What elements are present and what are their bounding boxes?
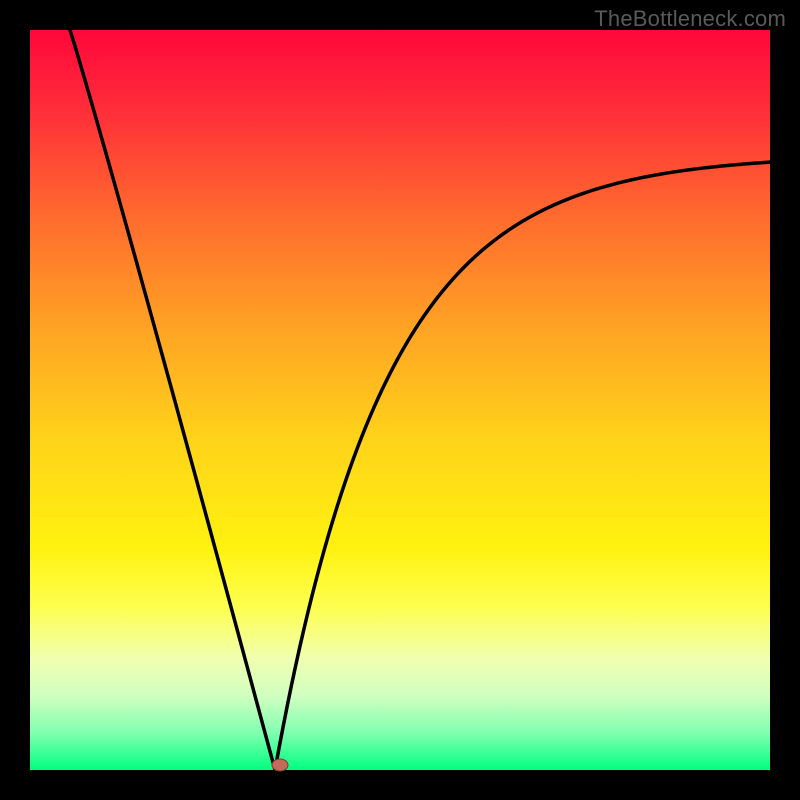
minimum-marker bbox=[272, 759, 288, 771]
chart-container: TheBottleneck.com bbox=[0, 0, 800, 800]
chart-plot-background bbox=[30, 30, 770, 770]
bottleneck-chart bbox=[0, 0, 800, 800]
watermark-text: TheBottleneck.com bbox=[594, 6, 786, 32]
